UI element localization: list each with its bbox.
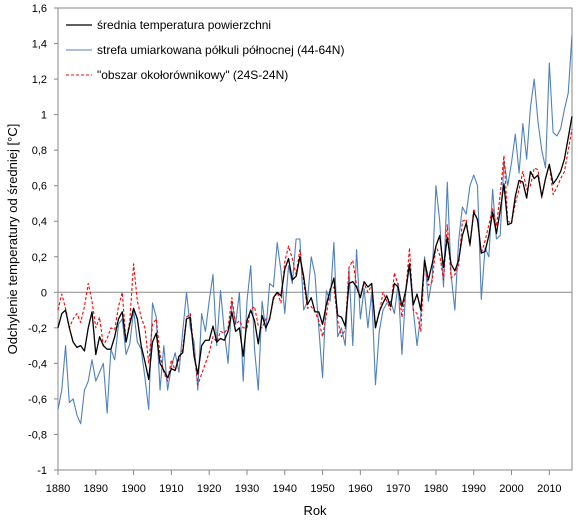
y-tick-label: -0,4 [28,358,47,370]
series-line-0 [57,116,573,381]
y-tick-label: 1,6 [32,3,47,15]
x-tick-label: 1950 [310,483,334,495]
y-tick-label: -0,2 [28,323,47,335]
y-tick-label: -0,6 [28,394,47,406]
x-tick-label: 1880 [46,483,70,495]
legend-label-0: średnia temperatura powierzchni [97,18,271,32]
x-tick-label: 1960 [348,483,372,495]
plot-frame [57,7,573,471]
series-layer [57,34,573,425]
x-tick-label: 1920 [197,483,221,495]
y-tick-label: 0,4 [32,216,47,228]
x-tick-label: 2010 [537,483,561,495]
legend-label-2: "obszar okołorównikowy" (24S-24N) [97,68,288,82]
x-tick-label: 1940 [273,483,297,495]
series-line-1 [57,34,573,425]
x-tick-label: 1910 [159,483,183,495]
x-tick-label: 2000 [499,483,523,495]
y-tick-label: 0,6 [32,181,47,193]
x-tick-label: 1930 [235,483,259,495]
x-tick-label: 1900 [121,483,145,495]
x-tick-label: 1890 [84,483,108,495]
y-axis-title: Odchylenie temperatury od średniej [°C] [5,124,20,355]
legend-label-1: strefa umiarkowana półkuli północnej (44… [97,43,344,57]
y-tick-label: 1,4 [32,39,47,51]
y-tick-label: 1,2 [32,74,47,86]
y-tick-label: 0,8 [32,145,47,157]
plot-border [57,7,573,471]
x-axis-title: Rok [303,503,327,518]
y-tick-label: -1 [37,465,47,477]
y-tick-label: 1 [41,110,47,122]
x-tick-label: 1970 [386,483,410,495]
x-tick-label: 1980 [424,483,448,495]
legend: średnia temperatura powierzchni strefa um… [66,18,344,82]
x-axis-ticks: 1880 1890 1900 1910 1920 1930 1940 1950 1960 1970… [46,470,562,495]
y-tick-label: 0,2 [32,252,47,264]
y-tick-label: -0,8 [28,429,47,441]
x-tick-label: 1990 [461,483,485,495]
y-axis-ticks: -1 -0,8 -0,6 -0,4 -0,2 0 0,2 0,4 0,6 0,8 1 1,2 1,4 1,… [28,3,58,477]
y-tick-label: 0 [41,287,47,299]
